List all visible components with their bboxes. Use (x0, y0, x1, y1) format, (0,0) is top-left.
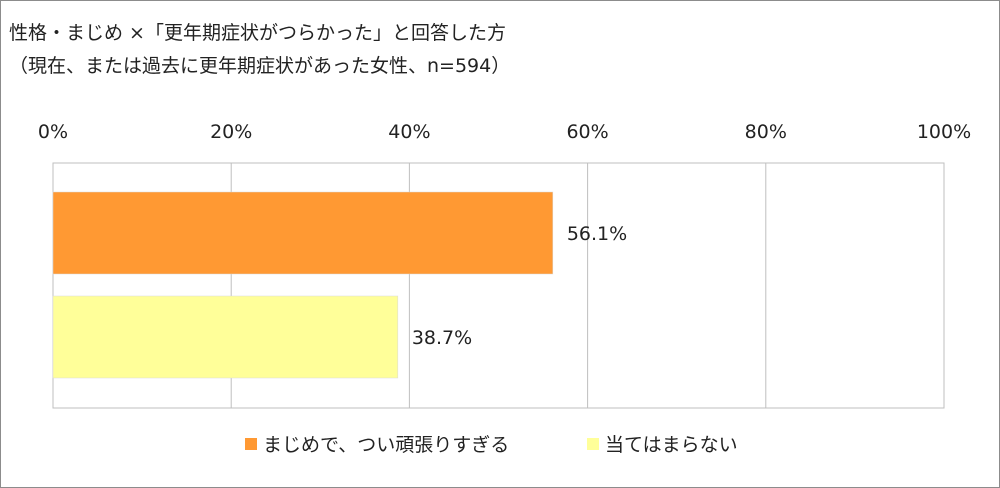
data-label: 56.1% (567, 223, 627, 245)
x-tick-label: 40% (388, 121, 430, 143)
legend-label: 当てはまらない (605, 434, 738, 456)
x-tick-label: 80% (745, 121, 787, 143)
chart-title: 性格・まじめ ×「更年期症状がつらかった」と回答した方 (9, 22, 506, 44)
legend: まじめで、つい頑張りすぎる 当てはまらない (0, 430, 1000, 460)
x-tick-label: 100% (917, 121, 971, 143)
bar (52, 191, 554, 275)
legend-item: 当てはまらない (587, 430, 738, 457)
data-labels: 56.1% 38.7% (412, 223, 627, 349)
data-label: 38.7% (412, 327, 472, 349)
legend-swatch (587, 437, 599, 450)
bars (52, 191, 554, 379)
x-tick-label: 0% (38, 121, 68, 143)
x-tick-label: 20% (210, 121, 252, 143)
x-axis-tick-labels: 0% 20% 40% 60% 80% 100% (38, 121, 971, 143)
legend-label: まじめで、つい頑張りすぎる (263, 434, 510, 456)
bar (52, 295, 399, 379)
legend-swatch (245, 437, 257, 450)
x-tick-label: 60% (566, 121, 608, 143)
legend-item: まじめで、つい頑張りすぎる (245, 430, 509, 457)
chart-subtitle: （現在、または過去に更年期症状があった女性、n=594） (9, 55, 511, 77)
